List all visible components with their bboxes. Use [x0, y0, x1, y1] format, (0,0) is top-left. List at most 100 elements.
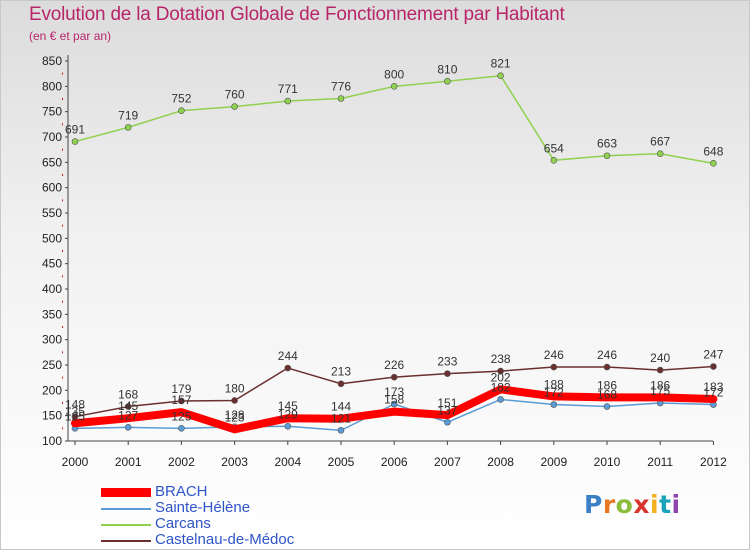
x-tick-label: 2000 [62, 455, 89, 469]
data-label-brach: 188 [544, 377, 564, 391]
data-label-sainte-helene: 127 [118, 408, 138, 422]
data-label-brach: 144 [331, 400, 351, 414]
data-label-carcans: 752 [171, 92, 191, 106]
data-point-carcans [284, 97, 292, 105]
data-point-carcans [656, 150, 664, 158]
data-label-carcans: 691 [65, 123, 85, 137]
data-label-sainte-helene: 175 [650, 384, 670, 398]
data-point-sainte-helene [337, 427, 345, 434]
y-tick-label: 150 [42, 409, 62, 423]
proxiti-logo: Proxiti [584, 490, 681, 519]
data-label-carcans: 810 [437, 62, 457, 76]
data-label-brach: 158 [384, 393, 404, 407]
y-tick-label: 500 [42, 231, 62, 245]
y-tick-label: 800 [42, 79, 62, 93]
data-point-sainte-helene [603, 403, 611, 410]
data-point-carcans [390, 83, 398, 90]
data-label-sainte-helene: 173 [384, 385, 404, 399]
legend-item-brach: BRACH [101, 483, 341, 501]
data-point-sainte-helene [444, 418, 451, 426]
data-point-sainte-helene [390, 400, 398, 408]
data-point-carcans [710, 160, 717, 167]
x-tick-label: 2011 [647, 455, 673, 469]
data-point-carcans [444, 77, 451, 85]
data-point-sainte-helene [550, 401, 558, 408]
data-label-carcans: 771 [278, 82, 298, 96]
data-label-castelnau-de-medoc: 226 [384, 358, 404, 372]
data-label-castelnau-de-medoc: 233 [437, 355, 457, 369]
data-label-sainte-helene: 182 [491, 380, 511, 394]
x-tick-label: 2003 [221, 455, 248, 469]
data-label-castelnau-de-medoc: 148 [65, 398, 85, 412]
x-tick-label: 2002 [168, 455, 195, 469]
data-label-carcans: 663 [597, 137, 617, 151]
chart-subtitle: (en € et par an) [29, 29, 112, 43]
y-tick-label: 300 [42, 333, 62, 347]
data-point-castelnau-de-medoc [390, 373, 398, 381]
x-tick-label: 2008 [487, 455, 514, 469]
data-point-sainte-helene [497, 396, 504, 403]
data-label-brach: 151 [437, 396, 457, 410]
data-label-castelnau-de-medoc: 244 [278, 349, 298, 363]
logo-letter: t [659, 490, 672, 519]
x-tick-label: 2004 [274, 455, 301, 469]
data-label-castelnau-de-medoc: 180 [225, 381, 245, 395]
data-label-carcans: 760 [225, 88, 245, 102]
data-label-castelnau-de-medoc: 246 [597, 348, 617, 362]
data-label-carcans: 821 [491, 57, 511, 71]
data-label-sainte-helene: 125 [171, 409, 191, 423]
y-tick-label: 650 [42, 155, 62, 169]
logo-letter: P [584, 490, 603, 519]
y-tick-label: 350 [42, 307, 62, 321]
data-label-sainte-helene: 137 [437, 403, 457, 417]
y-tick-label: 250 [42, 358, 62, 372]
x-tick-label: 2009 [540, 455, 567, 469]
data-label-castelnau-de-medoc: 240 [650, 351, 670, 365]
legend-swatch-carcans [101, 524, 151, 526]
data-point-carcans [550, 157, 558, 164]
data-label-sainte-helene: 172 [544, 386, 564, 400]
logo-letter: r [602, 490, 616, 519]
data-point-carcans [231, 103, 238, 110]
data-point-castelnau-de-medoc [656, 366, 664, 374]
data-label-castelnau-de-medoc: 246 [544, 348, 564, 362]
data-point-carcans [497, 72, 504, 79]
y-tick-label: 550 [42, 206, 62, 220]
x-tick-label: 2005 [328, 455, 355, 469]
data-point-castelnau-de-medoc [603, 363, 611, 371]
data-point-castelnau-de-medoc [444, 370, 451, 377]
data-label-sainte-helene: 128 [225, 408, 245, 422]
chart-title: Evolution de la Dotation Globale de Fonc… [29, 4, 565, 25]
y-tick-label: 750 [42, 105, 62, 119]
data-point-sainte-helene [284, 423, 292, 430]
data-label-sainte-helene: 168 [597, 388, 617, 402]
data-label-carcans: 654 [544, 141, 564, 155]
legend-item-castelnau: Castelnau-de-Médoc [101, 531, 341, 549]
x-tick-label: 2006 [381, 455, 408, 469]
y-tick-label: 400 [42, 282, 62, 296]
series-line-brach [71, 385, 718, 434]
legend-item-sainte-helene: Sainte-Hélène [101, 499, 341, 517]
data-point-castelnau-de-medoc [231, 397, 238, 404]
data-label-brach: 157 [171, 393, 191, 407]
data-point-castelnau-de-medoc [178, 397, 185, 405]
data-label-brach: 135 [65, 404, 85, 418]
x-tick-label: 2007 [434, 455, 461, 469]
data-point-castelnau-de-medoc [337, 380, 345, 388]
data-point-carcans [178, 107, 185, 114]
data-point-carcans [337, 95, 345, 102]
data-label-castelnau-de-medoc: 179 [171, 382, 191, 396]
data-point-castelnau-de-medoc [710, 363, 717, 370]
data-label-sainte-helene: 172 [703, 386, 723, 400]
logo-letter: i [671, 490, 681, 519]
data-label-castelnau-de-medoc: 168 [118, 388, 138, 402]
data-point-castelnau-de-medoc [124, 403, 132, 410]
data-label-carcans: 776 [331, 79, 351, 93]
data-label-brach: 202 [491, 370, 511, 384]
data-label-carcans: 800 [384, 67, 404, 81]
data-label-brach: 186 [650, 378, 670, 392]
data-point-sainte-helene [178, 425, 185, 432]
data-point-sainte-helene [124, 424, 132, 431]
